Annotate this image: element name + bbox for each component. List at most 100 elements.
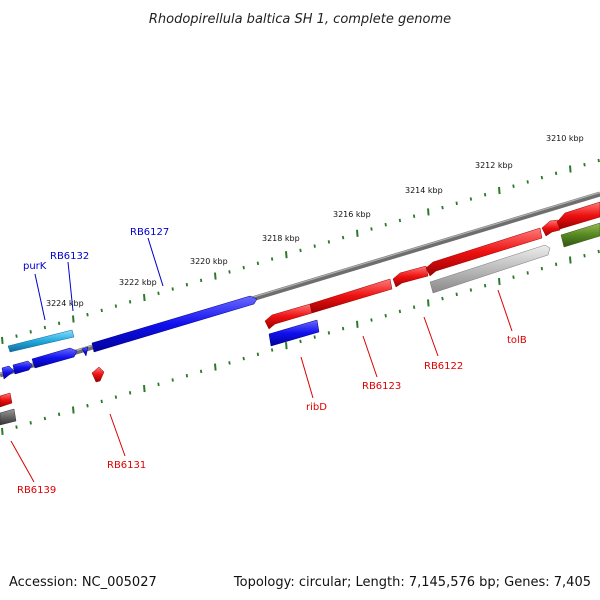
scale-minor-tick xyxy=(228,361,231,365)
scale-minor-tick xyxy=(228,270,231,274)
callout-line xyxy=(147,237,164,287)
scale-major-tick xyxy=(427,208,430,216)
backbone-highlight xyxy=(0,191,600,375)
gene-label-tolb: tolB xyxy=(507,335,527,346)
scale-minor-tick xyxy=(57,321,61,326)
gene-feature[interactable] xyxy=(7,329,75,353)
scale-label-3222: 3222 kbp xyxy=(119,278,157,287)
scale-minor-tick xyxy=(341,235,345,240)
scale-major-tick xyxy=(356,229,359,237)
scale-minor-tick xyxy=(157,291,160,296)
scale-label-3212: 3212 kbp xyxy=(475,161,513,170)
scale-minor-tick xyxy=(86,312,89,317)
scale-minor-tick xyxy=(256,261,260,266)
scale-minor-tick xyxy=(370,227,373,231)
scale-minor-tick xyxy=(57,412,61,417)
scale-minor-tick xyxy=(554,262,558,267)
scale-minor-tick xyxy=(483,192,487,197)
gene-feature[interactable] xyxy=(91,366,105,383)
callout-line xyxy=(300,356,314,399)
callout-line xyxy=(497,289,513,332)
reverse-genes xyxy=(0,222,600,426)
scale-major-tick xyxy=(356,320,359,328)
scale-minor-tick xyxy=(199,369,203,374)
scale-minor-tick xyxy=(583,162,586,167)
callout-line xyxy=(67,261,74,312)
scale-minor-tick xyxy=(469,197,473,201)
scale-minor-tick xyxy=(199,278,203,283)
scale-minor-tick xyxy=(441,296,444,301)
scale-minor-tick xyxy=(270,348,274,352)
scale-minor-tick xyxy=(313,335,316,339)
gene-feature[interactable] xyxy=(541,219,561,237)
scale-minor-tick xyxy=(412,214,416,218)
scale-minor-tick xyxy=(327,331,331,335)
gene-feature[interactable] xyxy=(392,265,429,288)
scale-minor-tick xyxy=(384,313,387,318)
scale-minor-tick xyxy=(398,309,402,314)
scale-minor-tick xyxy=(327,240,331,244)
scale-minor-tick xyxy=(299,339,302,344)
scale-minor-tick xyxy=(114,304,118,308)
scale-label-3218: 3218 kbp xyxy=(262,234,300,243)
scale-major-tick xyxy=(1,336,4,344)
scale-major-tick xyxy=(498,277,501,286)
gene-feature[interactable] xyxy=(268,319,320,347)
forward-genes xyxy=(1,201,600,383)
scale-minor-tick xyxy=(583,253,586,258)
gene-label-rb6123: RB6123 xyxy=(362,381,401,392)
gene-feature[interactable] xyxy=(429,244,551,294)
scale-minor-tick xyxy=(512,275,515,279)
scale-label-3216: 3216 kbp xyxy=(333,210,371,219)
scale-minor-tick xyxy=(29,330,32,334)
gene-feature[interactable] xyxy=(0,408,17,426)
gene-label-rb6122: RB6122 xyxy=(424,361,463,372)
gene-feature[interactable] xyxy=(309,278,393,314)
outer-scale-track xyxy=(1,158,600,344)
scale-minor-tick xyxy=(114,395,118,399)
gene-feature[interactable] xyxy=(91,295,258,353)
scale-minor-tick xyxy=(171,378,174,382)
gene-feature[interactable] xyxy=(0,392,13,408)
gene-feature[interactable] xyxy=(12,360,33,375)
map-title: Rhodopirellula baltica SH 1, complete ge… xyxy=(149,12,451,27)
scale-minor-tick xyxy=(597,249,600,254)
scale-major-tick xyxy=(214,272,217,280)
genome-summary-text: Topology: circular; Length: 7,145,576 bp… xyxy=(233,575,591,590)
gene-feature[interactable] xyxy=(560,222,600,248)
scale-major-tick xyxy=(285,342,288,350)
callout-line xyxy=(362,335,378,378)
gene-feature[interactable] xyxy=(81,346,89,357)
scale-label-3210: 3210 kbp xyxy=(546,134,584,143)
scale-major-tick xyxy=(427,299,430,307)
scale-minor-tick xyxy=(483,283,487,288)
scale-minor-tick xyxy=(242,265,245,270)
scale-minor-tick xyxy=(15,425,18,429)
scale-minor-tick xyxy=(455,201,458,206)
gene-label-rb6139: RB6139 xyxy=(17,485,56,496)
scale-minor-tick xyxy=(469,288,473,292)
scale-minor-tick xyxy=(15,334,18,338)
scale-minor-tick xyxy=(554,171,558,176)
scale-minor-tick xyxy=(185,373,189,378)
scale-minor-tick xyxy=(128,300,132,304)
scale-minor-tick xyxy=(299,248,302,253)
scale-minor-tick xyxy=(128,391,132,395)
scale-minor-tick xyxy=(256,352,260,357)
scale-major-tick xyxy=(285,251,288,259)
gene-label-rb6131: RB6131 xyxy=(107,460,146,471)
callout-line xyxy=(423,316,439,357)
gene-feature[interactable] xyxy=(31,347,78,369)
gene-feature[interactable] xyxy=(1,365,15,380)
scale-minor-tick xyxy=(171,287,174,291)
scale-major-tick xyxy=(214,363,217,371)
gene-feature[interactable] xyxy=(425,227,543,277)
scale-minor-tick xyxy=(185,282,189,287)
gene-feature[interactable] xyxy=(556,201,600,230)
scale-major-tick xyxy=(72,315,75,323)
scale-minor-tick xyxy=(526,271,529,275)
inner-scale-track xyxy=(1,249,600,435)
scale-minor-tick xyxy=(540,175,544,180)
scale-major-tick xyxy=(72,406,75,414)
